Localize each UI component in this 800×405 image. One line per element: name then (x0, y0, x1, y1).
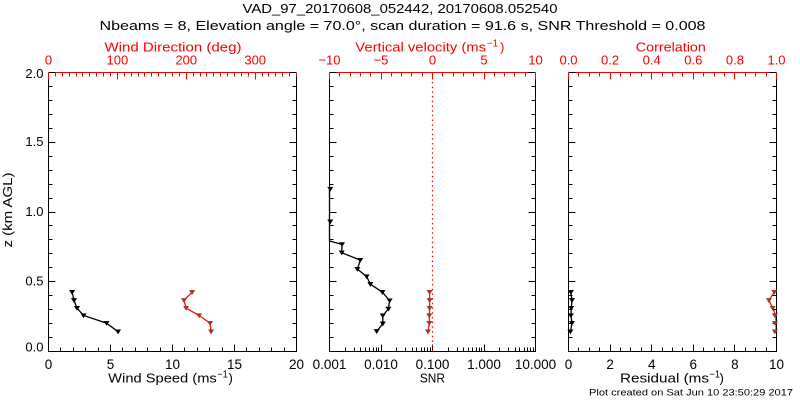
svg-text:−1: −1 (710, 369, 721, 380)
svg-text:10: 10 (769, 357, 784, 372)
svg-text:−5: −5 (374, 53, 389, 68)
svg-text:0: 0 (429, 53, 436, 68)
svg-text:Plot created on Sat Jun 10 23:: Plot created on Sat Jun 10 23:50:29 2017 (589, 388, 793, 399)
svg-text:−1: −1 (487, 38, 499, 49)
svg-text:): ) (229, 371, 233, 386)
svg-text:5: 5 (107, 357, 115, 372)
svg-text:−1: −1 (217, 369, 228, 380)
svg-text:): ) (500, 40, 504, 55)
svg-text:0: 0 (565, 357, 573, 372)
svg-text:0.100: 0.100 (416, 357, 450, 372)
svg-text:8: 8 (731, 357, 739, 372)
svg-text:VAD_97_20170608_052442, 201706: VAD_97_20170608_052442, 20170608.052540 (243, 1, 558, 16)
svg-text:200: 200 (175, 53, 197, 68)
svg-text:0: 0 (45, 357, 53, 372)
svg-text:0.0: 0.0 (25, 340, 43, 355)
svg-text:10.000: 10.000 (515, 357, 556, 372)
svg-text:): ) (720, 371, 724, 386)
svg-text:5: 5 (480, 53, 487, 68)
svg-text:15: 15 (227, 357, 242, 372)
svg-text:0.0: 0.0 (559, 53, 577, 68)
svg-text:100: 100 (107, 53, 129, 68)
svg-text:1.000: 1.000 (467, 357, 501, 372)
svg-text:0.6: 0.6 (684, 53, 702, 68)
svg-text:20: 20 (289, 357, 304, 372)
svg-text:2: 2 (606, 357, 614, 372)
svg-text:Wind Direction (deg): Wind Direction (deg) (105, 40, 242, 55)
svg-text:1.5: 1.5 (25, 134, 43, 149)
svg-text:Wind Speed (ms: Wind Speed (ms (108, 371, 217, 386)
svg-text:1.0: 1.0 (25, 204, 43, 219)
svg-text:300: 300 (244, 53, 266, 68)
svg-text:10: 10 (528, 53, 542, 68)
svg-text:SNR: SNR (420, 371, 445, 386)
svg-text:0: 0 (45, 53, 52, 68)
svg-text:6: 6 (690, 357, 698, 372)
svg-text:Correlation: Correlation (636, 40, 706, 55)
svg-text:z (km AGL): z (km AGL) (0, 173, 15, 248)
svg-text:−10: −10 (318, 53, 340, 68)
svg-text:0.4: 0.4 (643, 53, 661, 68)
svg-text:0.5: 0.5 (25, 274, 43, 289)
svg-text:2.0: 2.0 (25, 66, 43, 81)
svg-text:4: 4 (648, 357, 656, 372)
svg-text:1.0: 1.0 (767, 53, 785, 68)
svg-text:0.2: 0.2 (601, 53, 619, 68)
svg-text:Residual (ms: Residual (ms (620, 371, 710, 386)
svg-text:10: 10 (165, 357, 180, 372)
svg-text:0.001: 0.001 (313, 357, 347, 372)
svg-text:0.010: 0.010 (364, 357, 398, 372)
svg-text:0.8: 0.8 (726, 53, 744, 68)
svg-text:Vertical velocity (ms: Vertical velocity (ms (355, 40, 486, 55)
svg-text:Nbeams = 8, Elevation angle =: Nbeams = 8, Elevation angle = 70.0°, sca… (100, 18, 706, 33)
